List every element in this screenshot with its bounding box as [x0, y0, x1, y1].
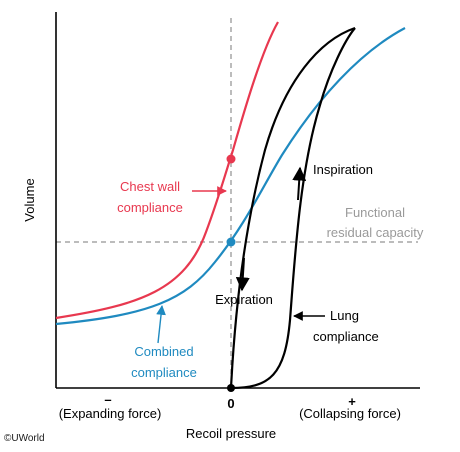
chest-wall-compliance-curve	[55, 21, 279, 320]
collapsing-force-caption: (Collapsing force)	[299, 406, 401, 421]
combined-label-line2: compliance	[131, 365, 197, 380]
origin-point	[227, 384, 235, 392]
x-minus-tick: –	[104, 392, 111, 407]
y-axis-title: Volume	[22, 178, 37, 221]
chest-wall-label-line2: compliance	[117, 200, 183, 215]
x-zero-tick: 0	[227, 396, 234, 411]
expiration-direction-arrow	[235, 257, 250, 292]
frc-point	[226, 237, 236, 247]
chest-wall-label-line1: Chest wall	[120, 179, 180, 194]
copyright-notice: ©UWorld	[4, 433, 45, 444]
lung-expiration-curve	[229, 26, 356, 389]
frc-label-line1: Functional	[345, 205, 405, 220]
lung-label-line1: Lung	[330, 308, 359, 323]
lung-inspiration-curve	[230, 27, 356, 390]
x-axis-title: Recoil pressure	[186, 426, 276, 441]
inspiration-direction-arrow	[292, 166, 307, 201]
expanding-force-caption: (Expanding force)	[59, 406, 162, 421]
combined-label-arrow	[156, 305, 166, 344]
combined-label-line1: Combined	[134, 344, 193, 359]
x-plus-tick: +	[348, 394, 356, 409]
chest-wall-zero-point	[226, 154, 236, 164]
frc-label-line2: residual capacity	[327, 225, 424, 240]
inspiration-label: Inspiration	[313, 162, 373, 177]
expiration-label: Expiration	[215, 292, 273, 307]
lung-label-line2: compliance	[313, 329, 379, 344]
